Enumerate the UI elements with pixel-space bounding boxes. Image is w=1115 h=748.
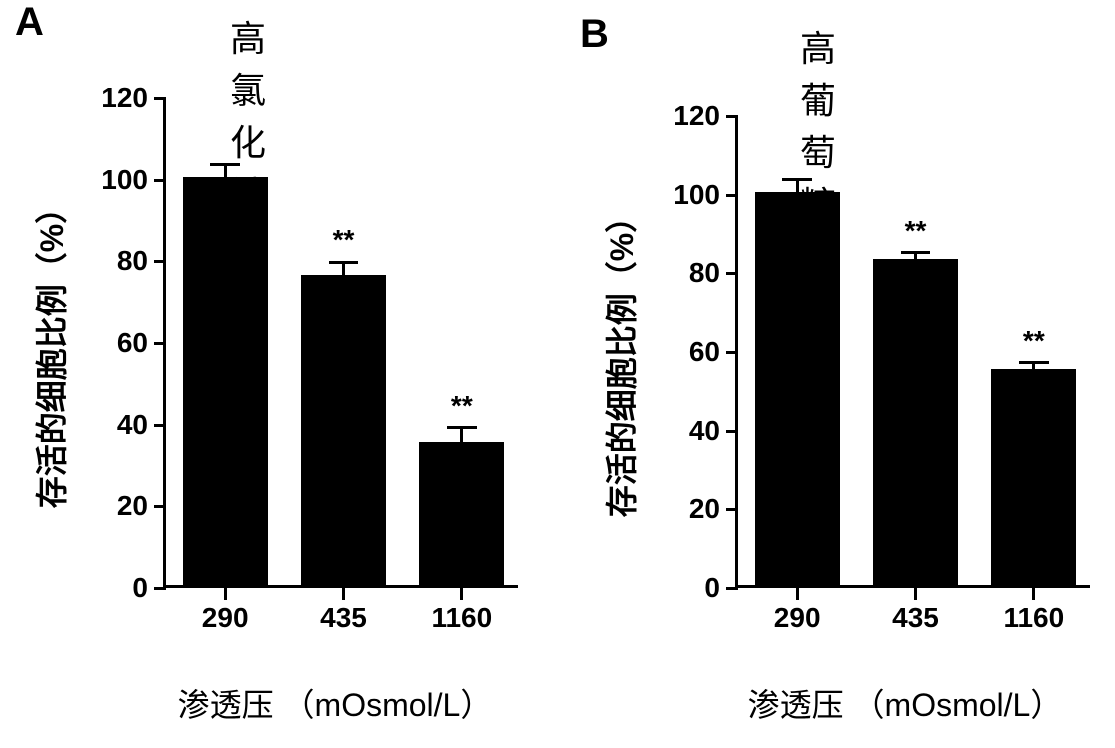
xtick-label: 290 bbox=[738, 602, 856, 634]
significance-marker: ** bbox=[1004, 325, 1064, 357]
ytick-line bbox=[726, 430, 738, 433]
xtick-line bbox=[796, 588, 799, 600]
ytick-label: 0 bbox=[86, 572, 148, 604]
ytick-line bbox=[726, 351, 738, 354]
bar bbox=[991, 369, 1076, 585]
ytick-label: 80 bbox=[658, 257, 720, 289]
bar bbox=[183, 177, 268, 585]
error-stem bbox=[796, 180, 799, 192]
ytick-label: 40 bbox=[658, 415, 720, 447]
error-cap bbox=[901, 251, 931, 254]
ytick-line bbox=[154, 342, 166, 345]
error-cap bbox=[447, 426, 477, 429]
panel-letter-a: A bbox=[15, 0, 44, 45]
ytick-label: 120 bbox=[658, 100, 720, 132]
error-stem bbox=[224, 164, 227, 176]
ytick-line bbox=[726, 272, 738, 275]
plot-area-b: 020406080100120290**435**1160 bbox=[735, 116, 1090, 588]
xtick-label: 1160 bbox=[403, 602, 521, 634]
error-cap bbox=[782, 178, 812, 181]
bar bbox=[301, 275, 386, 585]
ytick-line bbox=[726, 508, 738, 511]
ytick-line bbox=[154, 587, 166, 590]
xlabel-b: 渗透压 （mOsmol/L） bbox=[690, 680, 1115, 726]
error-stem bbox=[460, 428, 463, 442]
ytick-label: 20 bbox=[86, 490, 148, 522]
error-cap bbox=[210, 163, 240, 166]
ytick-line bbox=[726, 194, 738, 197]
significance-marker: ** bbox=[432, 390, 492, 422]
error-cap bbox=[1019, 361, 1049, 364]
xtick-line bbox=[342, 588, 345, 600]
ytick-line bbox=[154, 260, 166, 263]
xtick-label: 1160 bbox=[975, 602, 1093, 634]
xtick-label: 435 bbox=[856, 602, 974, 634]
ytick-label: 60 bbox=[658, 336, 720, 368]
xtick-label: 290 bbox=[166, 602, 284, 634]
ytick-label: 20 bbox=[658, 493, 720, 525]
bar bbox=[873, 259, 958, 585]
xtick-line bbox=[224, 588, 227, 600]
error-cap bbox=[329, 261, 359, 264]
error-stem bbox=[342, 262, 345, 274]
ylabel-b: 存活的细胞比例（%） bbox=[597, 199, 643, 519]
ytick-label: 100 bbox=[86, 164, 148, 196]
xtick-line bbox=[914, 588, 917, 600]
ytick-label: 0 bbox=[658, 572, 720, 604]
xtick-label: 435 bbox=[284, 602, 402, 634]
ytick-label: 120 bbox=[86, 82, 148, 114]
ytick-label: 80 bbox=[86, 245, 148, 277]
ylabel-a: 存活的细胞比例（%） bbox=[27, 190, 73, 510]
xtick-line bbox=[1032, 588, 1035, 600]
ytick-line bbox=[154, 424, 166, 427]
ytick-label: 40 bbox=[86, 409, 148, 441]
ytick-line bbox=[154, 179, 166, 182]
ytick-label: 60 bbox=[86, 327, 148, 359]
ytick-line bbox=[726, 587, 738, 590]
bar bbox=[419, 442, 504, 585]
xlabel-a: 渗透压 （mOsmol/L） bbox=[120, 680, 550, 726]
ytick-label: 100 bbox=[658, 179, 720, 211]
significance-marker: ** bbox=[886, 215, 946, 247]
xtick-line bbox=[460, 588, 463, 600]
bar bbox=[755, 192, 840, 585]
plot-area-a: 020406080100120290**435**1160 bbox=[163, 98, 518, 588]
ytick-line bbox=[154, 97, 166, 100]
significance-marker: ** bbox=[314, 224, 374, 256]
panel-letter-b: B bbox=[580, 12, 609, 57]
ytick-line bbox=[154, 505, 166, 508]
ytick-line bbox=[726, 115, 738, 118]
